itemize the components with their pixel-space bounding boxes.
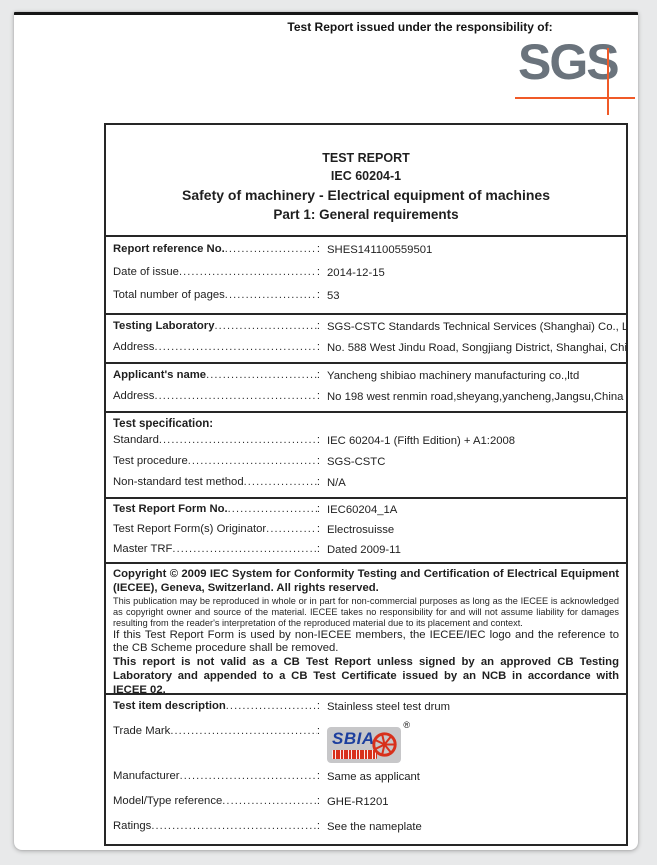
field-row-test-procedure: Test procedure: SGS-CSTC	[106, 455, 626, 476]
field-label: Address	[113, 341, 155, 353]
test-specification-heading: Test specification:	[113, 418, 214, 430]
title-standard-name: Safety of machinery - Electrical equipme…	[182, 187, 550, 203]
field-row-trf-no: Test Report Form No.: IEC60204_1A	[106, 503, 626, 523]
dotted-leader	[179, 266, 317, 278]
title-test-report: TEST REPORT	[322, 151, 410, 165]
report-title-block: TEST REPORT IEC 60204-1 Safety of machin…	[106, 125, 626, 235]
title-part: Part 1: General requirements	[273, 207, 459, 222]
field-label: Date of issue	[113, 266, 179, 278]
section-test-specification: Test specification: Standard: IEC 60204-…	[106, 411, 626, 497]
dotted-leader	[225, 289, 317, 301]
field-label: Test procedure	[113, 455, 188, 467]
field-label: Applicant's name	[113, 369, 207, 381]
dotted-leader	[244, 476, 317, 488]
field-row-manufacturer: Manufacturer: Same as applicant	[106, 770, 626, 795]
dotted-leader	[226, 700, 317, 712]
sgs-logo-text: SGS	[518, 34, 620, 90]
dotted-leader	[228, 503, 317, 515]
dotted-leader	[151, 820, 317, 832]
field-value: No 198 west renmin road,sheyang,yancheng…	[327, 391, 624, 403]
copyright-fine-print: This publication may be reproduced in wh…	[113, 595, 619, 628]
field-label: Address	[113, 390, 155, 402]
field-value: Dated 2009-11	[327, 544, 401, 556]
field-label: Trade Mark	[113, 725, 171, 737]
field-row-applicant-name: Applicant's name: Yancheng shibiao machi…	[106, 369, 626, 390]
field-value: SGS-CSTC	[327, 456, 386, 468]
field-row-date-of-issue: Date of issue: 2014-12-15	[106, 266, 626, 289]
section-testing-laboratory: Testing Laboratory: SGS-CSTC Standards T…	[106, 313, 626, 362]
dotted-leader	[154, 341, 316, 353]
dotted-leader	[214, 320, 316, 332]
copyright-heading: Copyright © 2009 IEC System for Conformi…	[113, 568, 619, 594]
field-label: Total number of pages	[113, 289, 225, 301]
field-value: IEC60204_1A	[327, 504, 398, 516]
field-row-trf-originator: Test Report Form(s) Originator: Electros…	[106, 523, 626, 543]
field-row-applicant-address: Address: No 198 west renmin road,sheyang…	[106, 390, 626, 411]
copyright-validity-note: This report is not valid as a CB Test Re…	[113, 656, 619, 693]
field-row-model-type: Model/Type reference: GHE-R1201	[106, 795, 626, 820]
field-value: SHES141100559501	[327, 244, 433, 256]
trademark-text: SBIA	[332, 729, 375, 748]
field-row-lab-address: Address: No. 588 West Jindu Road, Songji…	[106, 341, 626, 362]
sgs-logo-vertical-line	[607, 48, 609, 115]
trademark-logo: SBIA	[327, 720, 410, 763]
dotted-leader	[188, 455, 317, 467]
field-value: SGS-CSTC Standards Technical Services (S…	[327, 321, 626, 333]
field-value: Yancheng shibiao machinery manufacturing…	[327, 370, 580, 382]
field-label: Manufacturer	[113, 770, 180, 782]
section-report-reference: Report reference No.: SHES141100559501 D…	[106, 235, 626, 313]
copyright-removal-note: If this Test Report Form is used by non-…	[113, 628, 619, 655]
field-row-trade-mark: Trade Mark: SBIA	[106, 720, 626, 770]
dotted-leader	[159, 434, 317, 446]
responsibility-note: Test Report issued under the responsibil…	[287, 20, 553, 34]
field-value: GHE-R1201	[327, 796, 389, 808]
field-label: Report reference No.	[113, 243, 225, 255]
trademark-chinese-strip	[332, 750, 377, 759]
field-value: IEC 60204-1 (Fifth Edition) + A1:2008	[327, 435, 516, 447]
section-applicant: Applicant's name: Yancheng shibiao machi…	[106, 362, 626, 411]
field-row-standard: Standard: IEC 60204-1 (Fifth Edition) + …	[106, 434, 626, 455]
dotted-leader	[206, 369, 317, 381]
field-value: N/A	[327, 477, 346, 489]
field-label: Standard	[113, 434, 159, 446]
field-label: Test Report Form(s) Originator	[113, 523, 267, 535]
section-test-item: Test item description: Stainless steel t…	[106, 693, 626, 843]
field-row-testing-laboratory: Testing Laboratory: SGS-CSTC Standards T…	[106, 320, 626, 341]
dotted-leader	[222, 795, 317, 807]
trademark-wheel-icon	[372, 732, 397, 757]
field-value: 2014-12-15	[327, 267, 385, 279]
field-row-non-standard-method: Non-standard test method: N/A	[106, 476, 626, 497]
title-standard-number: IEC 60204-1	[330, 169, 402, 183]
field-label: Non-standard test method	[113, 476, 244, 488]
field-value: Stainless steel test drum	[327, 701, 451, 713]
field-value: No. 588 West Jindu Road, Songjiang Distr…	[327, 342, 626, 354]
field-label: Master TRF	[113, 543, 173, 555]
field-row-report-reference: Report reference No.: SHES141100559501	[106, 243, 626, 266]
section-copyright: Copyright © 2009 IEC System for Conformi…	[106, 562, 626, 693]
field-value: Same as applicant	[327, 771, 420, 783]
field-label: Testing Laboratory	[113, 320, 215, 332]
registered-trademark-symbol: ®	[403, 720, 410, 730]
sgs-logo-horizontal-line	[515, 97, 635, 99]
field-label: Test item description	[113, 700, 226, 712]
report-page: Test Report issued under the responsibil…	[14, 12, 638, 850]
dotted-leader	[154, 390, 316, 402]
field-value: 53	[327, 290, 340, 302]
field-row-test-item-description: Test item description: Stainless steel t…	[106, 700, 626, 725]
dotted-leader	[180, 770, 317, 782]
dotted-leader	[170, 725, 317, 737]
field-row-total-pages: Total number of pages: 53	[106, 289, 626, 312]
report-table: TEST REPORT IEC 60204-1 Safety of machin…	[104, 123, 628, 846]
field-label: Test Report Form No.	[113, 503, 228, 515]
dotted-leader	[225, 243, 317, 255]
field-row-ratings: Ratings: See the nameplate	[106, 820, 626, 843]
field-value: See the nameplate	[327, 821, 422, 833]
field-label: Model/Type reference	[113, 795, 223, 807]
field-row-master-trf: Master TRF: Dated 2009-11	[106, 543, 626, 562]
field-label: Ratings	[113, 820, 152, 832]
dotted-leader	[172, 543, 316, 555]
section-test-report-form: Test Report Form No.: IEC60204_1A Test R…	[106, 497, 626, 562]
dotted-leader	[266, 523, 317, 535]
field-value: Electrosuisse	[327, 524, 395, 536]
